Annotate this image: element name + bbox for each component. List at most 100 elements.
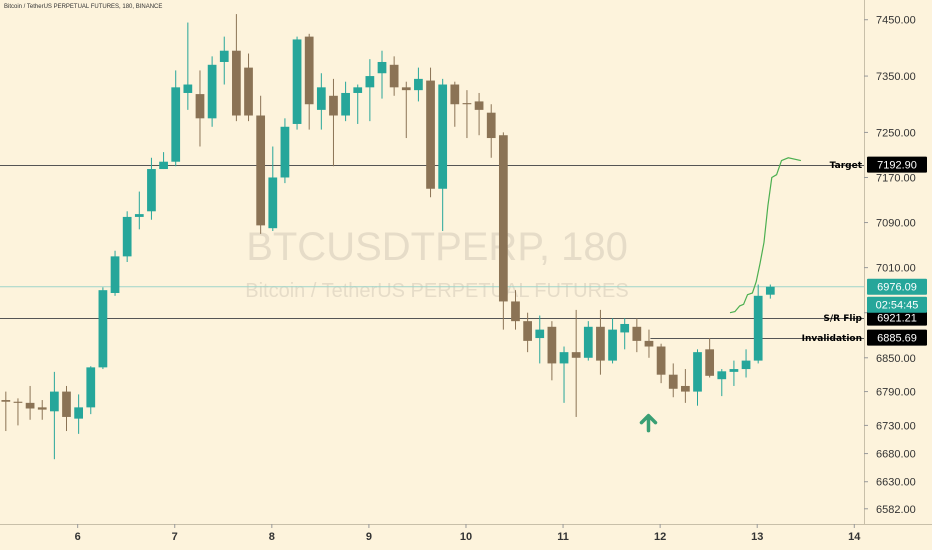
candle-body	[462, 103, 472, 105]
watermark-name: Bitcoin / TetherUS PERPETUAL FUTURES	[245, 280, 628, 302]
candle-body	[110, 256, 120, 293]
y-tick-label: 6790.00	[876, 387, 916, 399]
candle-body	[1, 400, 11, 402]
candle-body	[681, 385, 690, 392]
candle-body	[365, 76, 375, 88]
y-tick-label: 7090.00	[876, 218, 916, 230]
x-tick-label: 12	[654, 531, 666, 543]
candle-body	[426, 80, 435, 189]
countdown-tag-bg	[867, 296, 927, 313]
x-tick-label: 14	[848, 531, 861, 543]
candle-body	[377, 61, 387, 74]
level-price-tag-bg	[867, 156, 927, 173]
y-axis-ticks: 7450.00 7350.00 7250.00 7170.00 7090.00 7010.…	[864, 15, 916, 516]
x-tick-label: 9	[366, 531, 372, 543]
candle-body	[668, 374, 678, 389]
candle-body	[693, 352, 702, 392]
candle-body	[134, 214, 144, 217]
y-tick-label: 7350.00	[876, 71, 916, 83]
x-axis-ticks: 6 7 8 9 10 11 12 13 14	[75, 524, 861, 543]
candle-body	[329, 95, 338, 116]
candle-body	[401, 87, 411, 91]
candle-body	[25, 402, 35, 409]
candle-body	[523, 321, 532, 341]
candle-body	[486, 112, 496, 139]
level-price-tag-bg	[867, 309, 927, 326]
level-label: Invalidation	[802, 334, 862, 344]
x-tick-label: 11	[557, 531, 569, 543]
candle-body	[232, 50, 241, 116]
candle-body	[498, 135, 508, 302]
level-label: Target	[830, 161, 863, 171]
candle-body	[256, 115, 266, 226]
candle-body	[717, 371, 727, 380]
y-tick-label: 6630.00	[876, 477, 916, 489]
candle-body	[389, 64, 399, 88]
x-tick-label: 7	[172, 531, 178, 543]
candle-body	[438, 84, 448, 189]
candle-body	[183, 84, 193, 93]
candle-body	[353, 87, 363, 93]
candle-body	[316, 87, 326, 110]
candle-body	[159, 161, 168, 170]
projection-path	[729, 157, 802, 314]
x-tick-label: 6	[75, 531, 81, 543]
candle-body	[49, 391, 59, 412]
candle-body	[414, 78, 423, 91]
candle-body	[341, 92, 350, 116]
candle-body	[741, 360, 751, 370]
y-tick-label: 7170.00	[876, 172, 916, 184]
candle-body	[511, 301, 520, 322]
candle-body	[474, 101, 484, 110]
candle-body	[13, 401, 23, 403]
level-price-tag: 6921.21	[877, 313, 917, 325]
chart-title: Bitcoin / TetherUS PERPETUAL FUTURES, 18…	[4, 4, 162, 10]
candle-body	[765, 286, 775, 295]
candles	[1, 14, 775, 460]
y-tick-label: 7450.00	[876, 15, 916, 27]
candle-body	[74, 407, 84, 419]
candle-body	[147, 169, 156, 212]
candle-body	[608, 329, 617, 361]
candle-body	[304, 36, 314, 105]
candle-body	[583, 326, 593, 358]
candle-body	[86, 367, 96, 408]
candle-body	[280, 126, 290, 178]
level-price-tag: 7192.90	[877, 160, 917, 172]
countdown-tag: 02:54:45	[876, 300, 919, 312]
candle-body	[219, 50, 229, 62]
y-tick-label: 7010.00	[876, 263, 916, 275]
candle-body	[268, 177, 278, 229]
candle-body	[292, 39, 302, 124]
watermark: BTCUSDTPERP, 180 Bitcoin / TetherUS PERP…	[245, 225, 628, 302]
projection-path-group	[729, 157, 802, 314]
x-tick-label: 10	[460, 531, 472, 543]
candle-body	[171, 87, 181, 162]
candle-body	[207, 64, 217, 119]
candle-body	[571, 352, 581, 358]
x-tick-label: 8	[269, 531, 275, 543]
candle-body	[244, 67, 253, 116]
candle-body	[656, 346, 666, 375]
x-tick-label: 13	[751, 531, 763, 543]
y-tick-label: 6850.00	[876, 353, 916, 365]
annotations: Target S/R Flip Invalidation	[639, 161, 863, 433]
candle-body	[62, 391, 71, 417]
level-price-tag: 6885.69	[877, 333, 917, 345]
candle-body	[559, 352, 569, 364]
candle-body	[632, 326, 642, 341]
candle-body	[753, 295, 763, 361]
candle-body	[596, 326, 605, 361]
y-tick-label: 6730.00	[876, 420, 916, 432]
watermark-symbol: BTCUSDTPERP, 180	[246, 225, 628, 269]
current-price-tag: 6976.09	[877, 282, 917, 294]
y-tick-label: 6680.00	[876, 449, 916, 461]
candle-body	[620, 323, 630, 333]
candle-body	[450, 84, 460, 105]
candle-body	[547, 326, 557, 364]
level-price-tag-bg	[867, 329, 927, 346]
up-arrow	[639, 413, 658, 433]
candle-body	[195, 94, 205, 119]
